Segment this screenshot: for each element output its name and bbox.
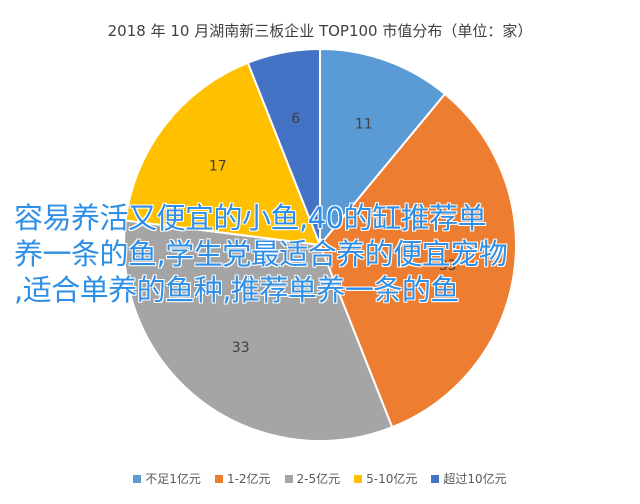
data-label-5: 6	[291, 111, 300, 127]
legend-item-1: 不足1亿元	[133, 470, 201, 487]
chart-title: 2018 年 10 月湖南新三板企业 TOP100 市值分布（单位：家）	[107, 22, 533, 40]
legend-label: 5-10亿元	[366, 472, 418, 486]
chart-legend: 不足1亿元 1-2亿元 2-5亿元 5-10亿元 超过10亿元	[0, 470, 640, 487]
overlay-line-1: 容易养活又便宜的小鱼,40的缸推荐单	[14, 201, 487, 235]
pie-slice-1	[319, 47, 447, 248]
pie-slice-2	[318, 92, 517, 429]
legend-swatch	[431, 474, 440, 483]
pie-chart: 11 33 33 17 6	[123, 47, 517, 442]
legend-swatch	[133, 474, 142, 483]
legend-item-2: 1-2亿元	[214, 470, 271, 487]
legend-label: 1-2亿元	[226, 472, 271, 486]
legend-label: 2-5亿元	[296, 472, 341, 486]
legend-swatch	[284, 474, 293, 483]
legend-label: 不足1亿元	[145, 472, 201, 486]
overlay-line-3: ,适合单养的鱼种,推荐单养一条的鱼	[14, 273, 459, 307]
legend-item-5: 超过10亿元	[431, 470, 507, 487]
data-label-4: 17	[209, 159, 227, 175]
legend-swatch	[214, 474, 223, 483]
pie-slice-5	[246, 47, 321, 246]
pie-slice-4	[124, 61, 322, 247]
data-label-1: 11	[355, 116, 373, 132]
pie-slice-3	[123, 219, 394, 442]
legend-item-3: 2-5亿元	[284, 470, 341, 487]
legend-swatch	[354, 474, 363, 483]
legend-label: 超过10亿元	[443, 472, 507, 486]
data-label-3: 33	[232, 340, 250, 356]
watermark-overlay-text: 容易养活又便宜的小鱼,40的缸推荐单 养一条的鱼,学生党最适合养的便宜宠物 ,适…	[14, 200, 629, 308]
legend-item-4: 5-10亿元	[354, 470, 417, 487]
overlay-line-2: 养一条的鱼,学生党最适合养的便宜宠物	[14, 237, 508, 271]
data-label-2: 33	[439, 258, 457, 274]
